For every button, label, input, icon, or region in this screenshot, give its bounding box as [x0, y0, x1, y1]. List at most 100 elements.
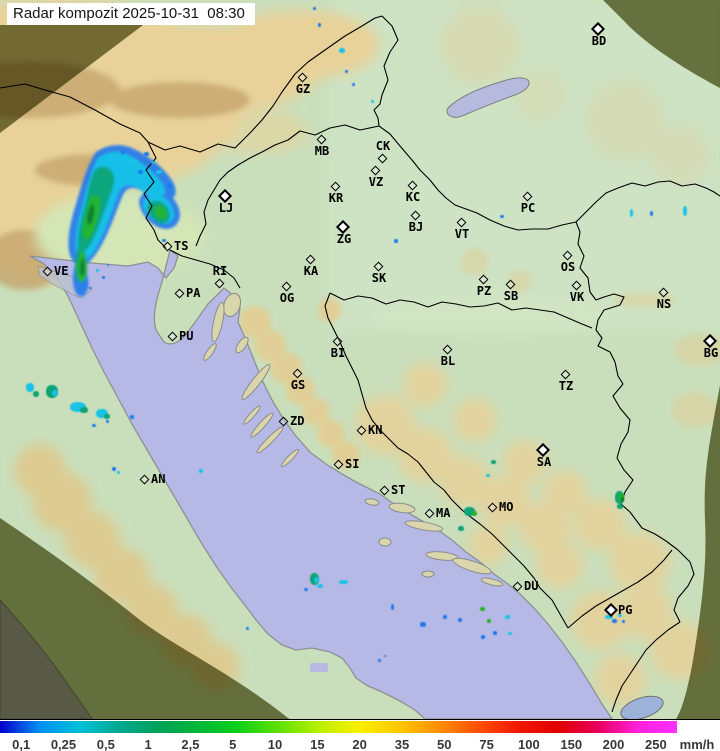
radar-echo — [112, 467, 116, 471]
legend-tick-label: 15 — [310, 737, 325, 751]
city-label-ma: MA — [436, 506, 451, 520]
city-label-zd: ZD — [290, 414, 305, 428]
city-label-os: OS — [560, 260, 576, 274]
radar-map: GZ BD MB CK VZ KR LJ KC PC BJ ZG VT TS OS KA SK VE RI OG PZ… — [0, 0, 720, 719]
radar-echo — [345, 70, 348, 73]
radar-echo — [458, 618, 462, 622]
legend-tick-label: 200 — [602, 737, 625, 751]
radar-echo — [117, 471, 120, 474]
radar-echo — [96, 269, 99, 272]
city-label-an: AN — [151, 472, 166, 486]
radar-echo — [318, 23, 321, 27]
city-label-kc: KC — [405, 190, 421, 204]
radar-echo — [352, 83, 355, 86]
city-label-gs: GS — [290, 378, 306, 392]
radar-echo — [443, 615, 447, 619]
radar-echo — [104, 414, 110, 419]
radar-range-shading — [0, 0, 720, 719]
radar-echo — [612, 619, 617, 623]
city-label-bj: BJ — [408, 220, 424, 234]
radar-echo — [130, 159, 138, 165]
legend-tick-label: 35 — [394, 737, 410, 751]
legend-tick-label: 50 — [437, 737, 452, 751]
city-label-vk: VK — [569, 290, 585, 304]
legend-gradient — [0, 721, 677, 733]
radar-echo — [480, 607, 485, 611]
radar-echo — [52, 390, 58, 396]
radar-echo — [508, 632, 512, 635]
radar-echo — [92, 424, 96, 427]
legend-tick-label: 5 — [229, 737, 237, 751]
legend-tick-label: 0,25 — [50, 737, 77, 751]
lake-lesina — [310, 663, 328, 672]
radar-echo — [491, 460, 496, 464]
city-label-kr: KR — [328, 191, 344, 205]
city-label-pa: PA — [186, 286, 201, 300]
city-label-du: DU — [524, 579, 539, 593]
adriatic-sea — [29, 248, 613, 719]
city-label-ve: VE — [54, 264, 69, 278]
radar-echo — [144, 152, 149, 156]
legend-tick-label: 250 — [644, 737, 667, 751]
radar-echo — [505, 615, 510, 619]
city-label-pg: PG — [618, 603, 633, 617]
radar-echo — [683, 206, 687, 216]
city-label-ka: KA — [303, 264, 319, 278]
radar-echo — [472, 511, 477, 516]
city-label-vt: VT — [454, 227, 470, 241]
radar-echo — [378, 659, 381, 662]
legend-bar: 0,1 0,25 0,5 1 2,5 5 10 15 20 35 50 75 100 150 200 250 m… — [0, 719, 720, 751]
radar-echo — [630, 209, 633, 217]
city-label-ts: TS — [174, 239, 189, 253]
radar-echo — [339, 48, 345, 53]
city-label-pu: PU — [179, 329, 194, 343]
adriatic-islands — [203, 292, 504, 587]
radar-echo — [339, 580, 348, 584]
radar-echo — [162, 239, 166, 242]
city-label-bi: BI — [330, 346, 346, 360]
radar-echo — [621, 497, 624, 502]
legend-tick-label: 1 — [144, 737, 152, 751]
radar-echo — [80, 407, 88, 413]
city-label-bd: BD — [591, 34, 607, 48]
lake-balaton — [446, 77, 530, 118]
radar-echo — [605, 615, 613, 619]
radar-echo — [481, 635, 485, 639]
radar-echo — [96, 409, 108, 418]
radar-echo — [618, 614, 622, 617]
radar-echo — [26, 383, 34, 392]
radar-echo — [107, 264, 109, 266]
legend-tick-label: 150 — [560, 737, 583, 751]
radar-echo — [317, 584, 323, 588]
legend-tick-label: 75 — [479, 737, 494, 751]
radar-echo — [486, 474, 490, 477]
dinarides-terrain — [239, 298, 360, 469]
city-label-vz: VZ — [368, 175, 384, 189]
country-borders — [0, 15, 720, 713]
radar-echo — [151, 161, 155, 164]
radar-echo — [121, 151, 125, 154]
bosnia-terrain — [355, 363, 710, 706]
legend-unit-label: mm/h — [679, 737, 715, 751]
radar-echo — [70, 402, 86, 412]
radar-echo — [156, 170, 162, 174]
radar-echo — [458, 526, 464, 531]
title-bar: Radar kompozit 2025-10-31 08:30 — [7, 3, 255, 25]
radar-echo — [199, 469, 203, 473]
lake-skadar — [620, 695, 664, 719]
basemap-svg — [0, 0, 720, 719]
radar-echo — [420, 622, 426, 627]
city-label-ns: NS — [656, 297, 672, 311]
radar-echo — [130, 415, 134, 419]
radar-echo — [493, 631, 497, 635]
city-label-lj: LJ — [218, 201, 234, 215]
legend-tick-label: 100 — [518, 737, 540, 751]
city-label-sk: SK — [371, 271, 387, 285]
radar-echo — [304, 588, 308, 591]
legend-tick-label: 10 — [267, 737, 283, 751]
legend-tick-label: 0,5 — [96, 737, 115, 751]
radar-echo — [371, 100, 374, 103]
city-label-kn: KN — [368, 423, 383, 437]
radar-echo — [487, 619, 491, 623]
